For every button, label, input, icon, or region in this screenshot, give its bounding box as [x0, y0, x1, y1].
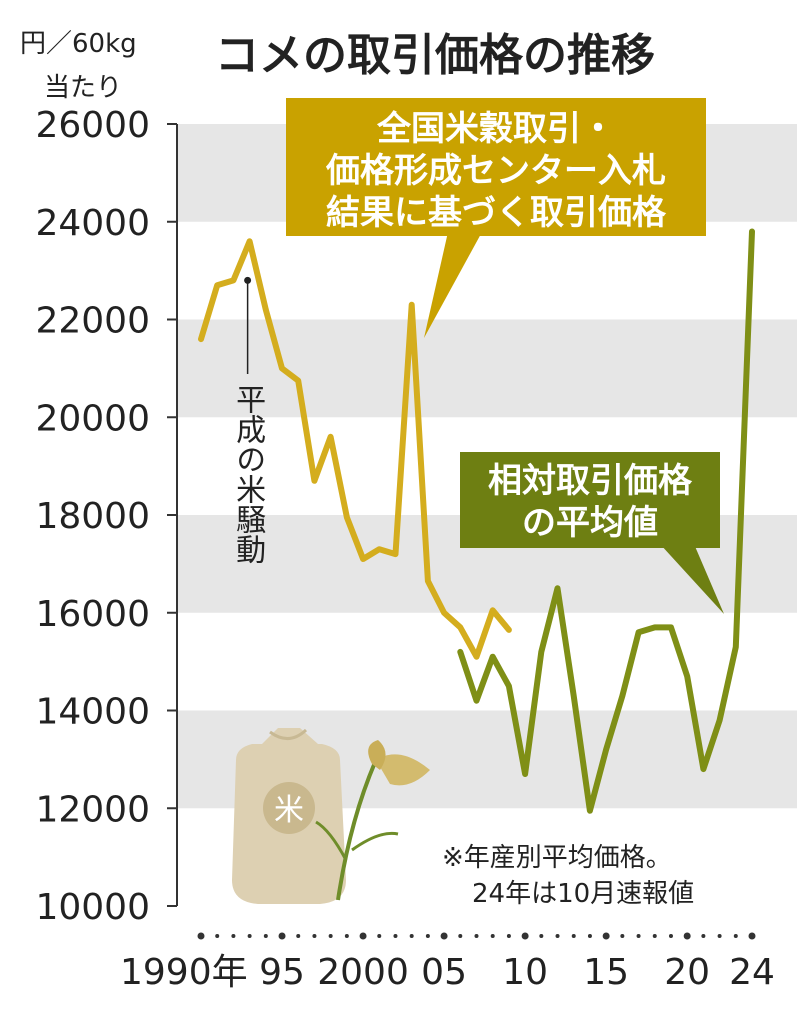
unit-label-line1: 円／60kg	[20, 29, 137, 59]
x-tick-dot	[506, 934, 511, 938]
x-tick-dot-major	[748, 932, 756, 940]
x-tick-dot	[393, 934, 398, 938]
x-tick-dot	[409, 934, 414, 938]
callout-pointer-2	[660, 544, 724, 614]
x-tick-dot	[490, 934, 495, 938]
y-tick-label: 24000	[35, 203, 150, 244]
chart-title: コメの取引価格の推移	[215, 30, 655, 81]
x-tick-label: 10	[502, 952, 548, 993]
x-tick-dot	[620, 934, 625, 938]
x-tick-labels: 1990年 95 2000 05 10 15 20 24	[120, 952, 775, 993]
callout-1-line: 結果に基づく取引価格	[326, 193, 667, 233]
x-tick-dot	[458, 934, 463, 938]
series-line-1	[198, 238, 512, 660]
series-lines	[198, 228, 755, 814]
y-tick-label: 14000	[35, 692, 150, 733]
x-tick-dot	[717, 934, 722, 938]
x-axis-dots	[197, 932, 756, 940]
x-tick-dot	[247, 934, 252, 938]
x-tick-label: 95	[259, 952, 305, 993]
x-tick-label: 2000	[317, 952, 409, 993]
rice-bag-illustration: 米	[232, 728, 430, 904]
x-tick-dot	[425, 934, 430, 938]
callout-1-line: 全国米穀取引・	[376, 109, 615, 149]
x-tick-dot	[231, 934, 236, 938]
x-tick-dot-major	[197, 932, 205, 940]
bag-label: 米	[274, 793, 304, 828]
x-tick-dot-major	[440, 932, 448, 940]
annotation-text: 平成の米騒動	[230, 384, 266, 564]
x-tick-dot	[668, 934, 673, 938]
x-tick-dot	[296, 934, 301, 938]
x-tick-dot	[263, 934, 268, 938]
callout-box-2	[460, 452, 720, 548]
x-tick-dot	[539, 934, 544, 938]
y-tick-label: 10000	[35, 887, 150, 928]
x-tick-label: 15	[583, 952, 629, 993]
x-tick-dot	[555, 934, 560, 938]
x-tick-dot	[587, 934, 592, 938]
y-tick-label: 26000	[35, 105, 150, 146]
footnote-line1: ※年産別平均価格。	[442, 843, 672, 873]
unit-label-line2: 当たり	[44, 73, 122, 103]
callout-pointer-1	[424, 232, 482, 338]
x-tick-dot	[571, 934, 576, 938]
x-tick-dot	[312, 934, 317, 938]
callout-2-line: の平均値	[522, 503, 658, 543]
x-tick-dot	[474, 934, 479, 938]
x-tick-dot	[733, 934, 738, 938]
footnote-line2: 24年は10月速報値	[472, 879, 694, 909]
y-tick-label: 12000	[35, 789, 150, 830]
x-tick-label: 05	[421, 952, 467, 993]
x-tick-dot-major	[359, 932, 367, 940]
y-tick-label: 18000	[35, 496, 150, 537]
x-tick-dot	[215, 934, 220, 938]
x-tick-dot	[636, 934, 641, 938]
annotation-rice-riot: 平成の米騒動	[230, 276, 266, 564]
x-tick-dot	[701, 934, 706, 938]
x-tick-dot-major	[602, 932, 610, 940]
x-tick-dot-major	[278, 932, 286, 940]
y-tick-label: 20000	[35, 398, 150, 439]
x-tick-label: 1990年	[120, 952, 248, 993]
x-tick-label: 20	[664, 952, 710, 993]
x-tick-dot-major	[521, 932, 529, 940]
y-tick-label: 16000	[35, 594, 150, 635]
x-tick-dot	[344, 934, 349, 938]
x-tick-dot	[377, 934, 382, 938]
callout-1-line: 価格形成センター入札	[325, 151, 666, 191]
y-tick-label: 22000	[35, 301, 150, 342]
callout-2-line: 相対取引価格	[488, 461, 693, 501]
x-tick-dot	[328, 934, 333, 938]
x-tick-dot-major	[683, 932, 691, 940]
x-tick-label: 24	[729, 952, 775, 993]
x-tick-dot	[652, 934, 657, 938]
callout-box-1	[286, 98, 706, 236]
y-tick-labels: 10000 12000 14000 16000 18000 20000 22000 24000…	[35, 105, 177, 928]
